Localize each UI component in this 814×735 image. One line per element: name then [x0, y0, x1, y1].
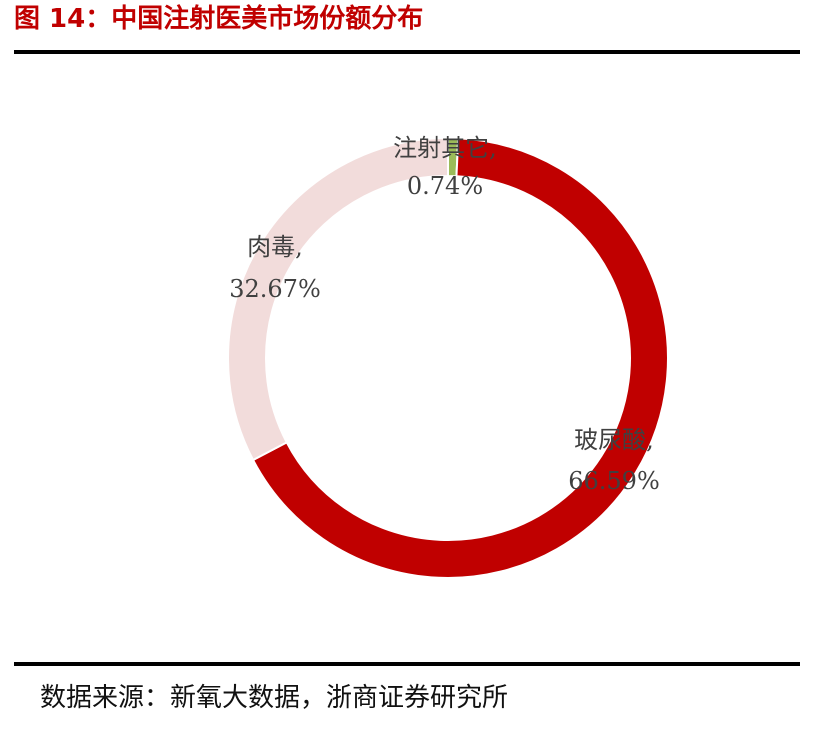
slice-label-name-1: 注射其它, — [393, 134, 497, 162]
donut-labels: 注射其它, 0.74% 玻尿酸, 66.59% 肉毒, 32.67% — [229, 134, 660, 495]
slice-label-value-2: 66.59% — [568, 467, 660, 495]
figure-title: 图 14：中国注射医美市场份额分布 — [14, 4, 424, 34]
top-rule — [14, 50, 800, 54]
donut-slices — [227, 136, 669, 579]
slice-label-value-1: 0.74% — [407, 172, 483, 200]
slice-label-value-3: 32.67% — [229, 275, 321, 303]
slice-label-name-3: 肉毒, — [247, 233, 303, 261]
slice-label-name-2: 玻尿酸, — [574, 426, 654, 454]
bottom-rule — [14, 662, 800, 666]
source-note: 数据来源：新氧大数据，浙商证券研究所 — [40, 683, 509, 713]
donut-slice-2 — [251, 137, 669, 579]
donut-slice-3 — [227, 136, 449, 462]
